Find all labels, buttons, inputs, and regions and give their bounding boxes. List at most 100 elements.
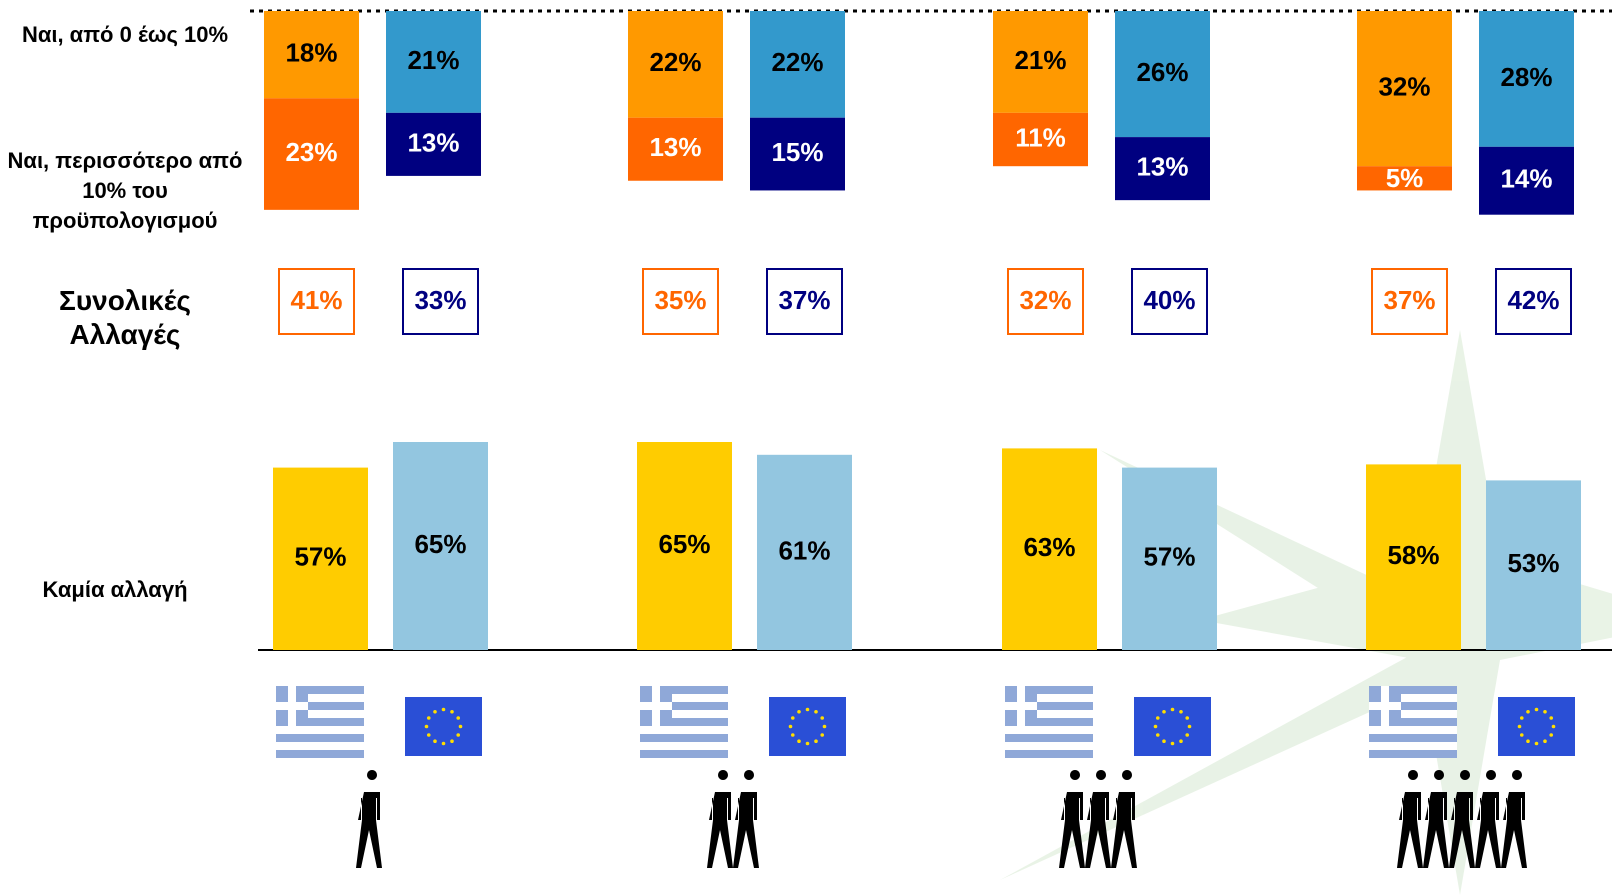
person-icon: [1059, 770, 1085, 868]
flag-star: [806, 742, 810, 746]
flag-star: [1549, 716, 1553, 720]
person-icon: [1397, 770, 1423, 868]
total-label: 35%: [654, 285, 706, 315]
value-label: 13%: [407, 127, 459, 157]
flag-star: [1520, 716, 1524, 720]
flag-field: [1134, 697, 1211, 756]
slide: 18%23%41%57%22%13%35%65%21%11%32%63%32%5…: [0, 0, 1612, 895]
person-icon: [733, 770, 759, 868]
value-label: 58%: [1387, 540, 1439, 570]
flag-star: [1535, 742, 1539, 746]
flag-stripe: [640, 726, 728, 734]
greek-flag: [640, 686, 728, 758]
value-label: 11%: [1015, 122, 1066, 152]
flag-star: [1156, 733, 1160, 737]
flag-star: [814, 739, 818, 743]
flag-star: [1185, 733, 1189, 737]
value-label: 15%: [771, 137, 823, 167]
flag-stripe: [1005, 734, 1093, 742]
total-label: 41%: [290, 285, 342, 315]
total-label: 33%: [414, 285, 466, 315]
person-icon: [707, 770, 733, 868]
flag-star: [459, 725, 463, 729]
flag-star: [1171, 708, 1175, 712]
value-label: 18%: [285, 38, 337, 68]
flag-star: [456, 733, 460, 737]
flag-field: [769, 697, 846, 756]
value-label: 57%: [294, 542, 346, 572]
greek-flag: [1005, 686, 1093, 758]
eu-flag: [769, 697, 846, 756]
flag-stripe: [1369, 726, 1457, 734]
flag-star: [791, 733, 795, 737]
person-icon: [1085, 770, 1111, 868]
value-label: 13%: [1136, 152, 1188, 182]
flag-star: [1543, 739, 1547, 743]
flag-stripe: [640, 734, 728, 742]
person-icon: [1501, 770, 1527, 868]
flag-star: [1162, 739, 1166, 743]
greek-flag: [1369, 686, 1457, 758]
flag-stripe: [276, 750, 364, 758]
flag-star: [433, 710, 437, 714]
flag-star: [791, 716, 795, 720]
person-icon: [356, 770, 382, 868]
flag-cross: [652, 686, 660, 726]
flag-stripe: [276, 742, 364, 750]
flag-star: [1518, 725, 1522, 729]
flag-stripe: [1005, 742, 1093, 750]
eu-flag: [405, 697, 482, 756]
flag-star: [820, 716, 824, 720]
chart: 18%23%41%57%22%13%35%65%21%11%32%63%32%5…: [0, 0, 1612, 895]
flag-cross: [1017, 686, 1025, 726]
flag-cross: [1381, 686, 1389, 726]
flag-star: [1185, 716, 1189, 720]
flag-star: [1154, 725, 1158, 729]
value-label: 14%: [1500, 164, 1552, 194]
flag-star: [1179, 710, 1183, 714]
flag-stripe: [276, 726, 364, 734]
flag-star: [1552, 725, 1556, 729]
flag-star: [442, 742, 446, 746]
value-label: 13%: [649, 132, 701, 162]
flag-stripe: [1369, 742, 1457, 750]
flag-star: [1162, 710, 1166, 714]
row-label: Ναι, από 0 έως 10%: [15, 22, 235, 48]
value-label: 23%: [285, 137, 337, 167]
value-label: 5%: [1386, 163, 1424, 193]
total-label: 32%: [1019, 285, 1071, 315]
flag-star: [1549, 733, 1553, 737]
flag-star: [427, 716, 431, 720]
flag-star: [1543, 710, 1547, 714]
flag-star: [427, 733, 431, 737]
flag-field: [405, 697, 482, 756]
flag-stripe: [640, 750, 728, 758]
person-icon: [1111, 770, 1137, 868]
value-label: 21%: [1014, 45, 1066, 75]
flag-star: [450, 710, 454, 714]
total-label: 40%: [1143, 285, 1195, 315]
flag-star: [1520, 733, 1524, 737]
flag-stripe: [1369, 734, 1457, 742]
value-label: 57%: [1143, 542, 1195, 572]
flag-field: [1498, 697, 1575, 756]
value-label: 32%: [1378, 71, 1430, 101]
flag-star: [433, 739, 437, 743]
flag-stripe: [1005, 750, 1093, 758]
flag-star: [1535, 708, 1539, 712]
flag-star: [797, 710, 801, 714]
flag-star: [820, 733, 824, 737]
value-label: 65%: [414, 529, 466, 559]
value-label: 28%: [1500, 62, 1552, 92]
value-label: 22%: [771, 47, 823, 77]
eu-flag: [1134, 697, 1211, 756]
flag-star: [1179, 739, 1183, 743]
flag-star: [814, 710, 818, 714]
row-label: Συνολικές Αλλαγές: [40, 284, 210, 352]
flag-stripe: [276, 734, 364, 742]
flag-star: [442, 708, 446, 712]
greek-flag: [276, 686, 364, 758]
person-icon: [1475, 770, 1501, 868]
total-label: 37%: [778, 285, 830, 315]
flag-star: [806, 708, 810, 712]
